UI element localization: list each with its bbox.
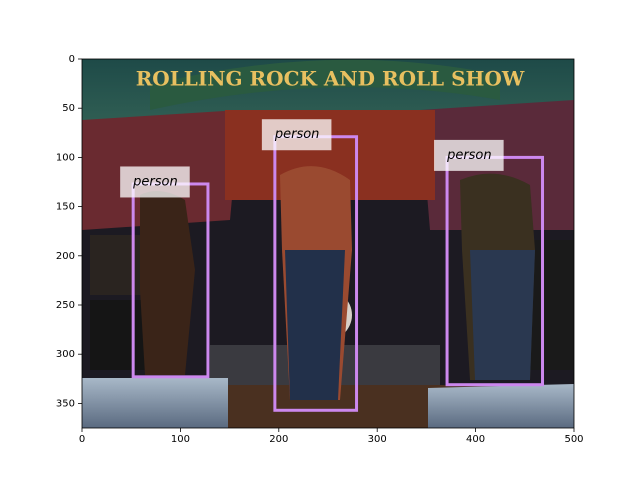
box-label: person — [132, 174, 178, 189]
box-label-background — [261, 119, 332, 151]
x-tick-label: 0 — [79, 434, 85, 445]
y-tick-label: 50 — [62, 103, 75, 114]
y-tick-label: 300 — [56, 349, 75, 360]
y-tick-label: 150 — [56, 202, 75, 213]
x-tick-label: 400 — [466, 434, 485, 445]
y-tick-label: 250 — [56, 300, 75, 311]
box-label: person — [274, 127, 320, 142]
y-tick-label: 100 — [56, 152, 75, 163]
y-tick-label: 350 — [56, 398, 75, 409]
x-tick-label: 100 — [171, 434, 190, 445]
box-label: person — [446, 148, 492, 163]
x-tick-label: 200 — [269, 434, 288, 445]
photo: ROLLING ROCK AND ROLL SHOW — [82, 59, 574, 428]
svg-text:ROLLING ROCK AND ROLL SHOW: ROLLING ROCK AND ROLL SHOW — [136, 67, 525, 91]
box-label-background — [120, 166, 190, 198]
axes-frame — [81, 58, 575, 429]
x-tick-label: 300 — [368, 434, 387, 445]
box-label-background — [434, 139, 504, 171]
y-tick-label: 200 — [56, 251, 75, 262]
y-tick-label: 0 — [69, 54, 75, 65]
x-tick-label: 500 — [564, 434, 583, 445]
